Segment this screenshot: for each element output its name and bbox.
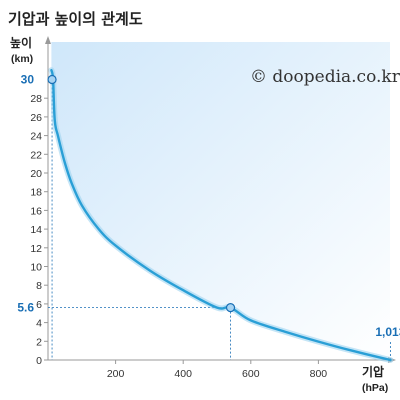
chart-title: 기압과 높이의 관계도 (8, 10, 143, 28)
series-line (50, 69, 392, 362)
y-tick-label: 22 (30, 149, 42, 161)
shaded-area (51, 42, 391, 360)
x-tick-label: 200 (107, 368, 125, 380)
y-tick-label: 10 (30, 262, 42, 274)
highlight-point (47, 74, 57, 85)
y-tick-label: 8 (36, 280, 42, 292)
y-tick-label: 24 (30, 131, 42, 143)
end-label: 1,013 (375, 325, 400, 339)
highlight-point (225, 303, 236, 313)
y-tick-label: 4 (36, 318, 42, 330)
y-tick-label: 28 (30, 93, 42, 105)
plot-area: 30 5.6 1,013 (17, 36, 400, 363)
y-tick-label: 14 (30, 224, 42, 236)
y-tick-label: 18 (30, 187, 42, 199)
y-tick-label: 16 (30, 205, 42, 217)
x-tick-labels: 200 400 600 800 (107, 360, 327, 380)
x-axis-label: 기압 (362, 364, 384, 379)
x-tick-label: 800 (310, 368, 328, 380)
watermark: © doopedia.co.kr (250, 67, 400, 87)
y-tick-label: 0 (36, 355, 42, 367)
y-tick-label: 6 (36, 299, 42, 311)
y-tick-label: 26 (30, 112, 42, 124)
highlight-label: 5.6 (17, 301, 34, 315)
y-tick-label: 2 (36, 336, 42, 348)
y-tick-label: 20 (30, 168, 42, 180)
x-axis-unit: (hPa) (362, 382, 388, 394)
x-tick-label: 400 (174, 368, 192, 380)
y-axis-arrow (45, 36, 51, 44)
highlight-label: 30 (21, 73, 35, 87)
y-axis-unit: (km) (11, 53, 33, 65)
y-tick-label: 12 (30, 243, 42, 255)
x-tick-label: 600 (242, 368, 260, 380)
y-axis-label: 높이 (10, 35, 32, 50)
